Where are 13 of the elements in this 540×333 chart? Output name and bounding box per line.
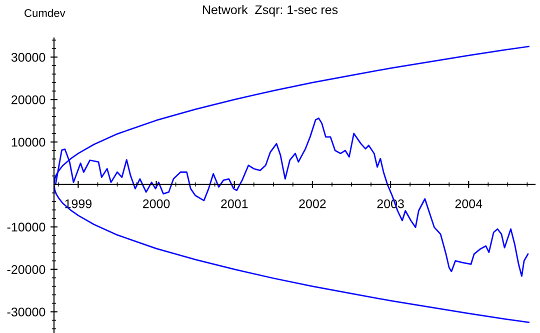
x-tick-label: 1999 [65,199,92,208]
x-tick-label: 2000 [143,199,170,208]
x-tick-label: 2002 [299,199,326,208]
y-tick-label: 10000 [12,138,46,147]
x-tick-label: 2004 [455,199,482,208]
y-tick-label: 30000 [11,52,46,62]
chart-title: Network Zsqr: 1-sec res [202,4,338,17]
y-tick-label: -10000 [7,222,46,232]
y-tick-label: -30000 [7,308,46,316]
y-axis-title: Cumdev [24,8,66,17]
y-tick-label: -20000 [7,265,46,274]
x-tick-label: 2001 [221,199,248,208]
y-tick-label: 20000 [12,95,46,104]
